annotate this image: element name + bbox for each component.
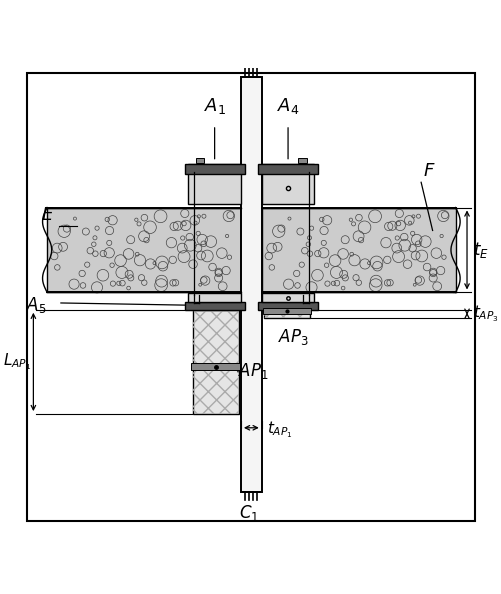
Bar [191, 363, 240, 370]
Text: $F$: $F$ [423, 162, 436, 180]
Bar [193, 310, 239, 414]
Bar [184, 302, 244, 310]
Bar [188, 164, 241, 204]
Text: $t_{AP_1}$: $t_{AP_1}$ [267, 420, 293, 440]
Bar [196, 157, 204, 163]
Bar [298, 157, 307, 163]
Text: $t_E$: $t_E$ [472, 240, 488, 260]
Text: $L_{AP_1}$: $L_{AP_1}$ [3, 352, 31, 372]
Bar [258, 164, 318, 174]
Bar [241, 77, 262, 492]
Text: $A_4$: $A_4$ [277, 96, 299, 116]
Bar [262, 207, 455, 292]
Bar [47, 207, 241, 292]
Bar [188, 293, 241, 302]
Text: $AP_1$: $AP_1$ [237, 361, 268, 381]
Text: $t_{AP_3}$: $t_{AP_3}$ [472, 304, 498, 324]
Text: $E$: $E$ [41, 206, 54, 223]
Text: $C_1$: $C_1$ [239, 504, 259, 523]
Bar [262, 164, 315, 204]
Bar [184, 164, 244, 174]
Bar [264, 310, 310, 318]
Bar [263, 308, 311, 314]
Text: $A_1$: $A_1$ [203, 96, 226, 116]
Text: $AP_3$: $AP_3$ [278, 327, 308, 347]
Text: $A_5$: $A_5$ [26, 295, 46, 315]
Bar [193, 310, 239, 414]
Bar [258, 302, 318, 310]
Bar [264, 310, 310, 318]
Bar [262, 293, 315, 302]
